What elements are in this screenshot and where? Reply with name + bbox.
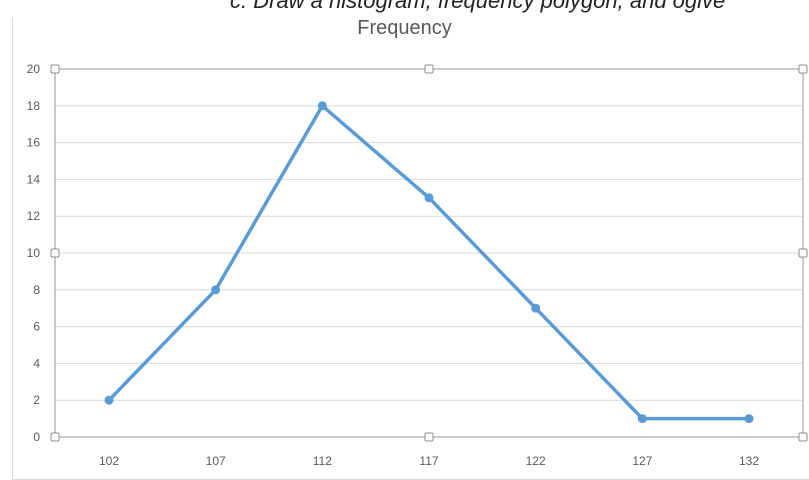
data-point (424, 193, 434, 203)
y-tick-label: 16 (27, 136, 41, 150)
y-tick-label: 2 (33, 393, 40, 407)
x-tick-label: 132 (739, 454, 759, 468)
data-point (104, 395, 114, 405)
y-tick-label: 20 (27, 62, 41, 76)
y-tick-label: 18 (27, 99, 41, 113)
data-point (317, 101, 327, 111)
x-tick-label: 122 (526, 454, 546, 468)
y-tick-label: 4 (33, 356, 40, 370)
y-axis-tick-labels: 0 2 4 6 8 10 12 14 16 18 20 (27, 62, 41, 444)
y-tick-label: 6 (33, 320, 40, 334)
x-tick-label: 102 (99, 454, 119, 468)
x-tick-label: 127 (632, 454, 652, 468)
x-tick-label: 117 (419, 454, 438, 468)
data-point (531, 303, 541, 313)
data-point (637, 414, 647, 424)
resize-handle[interactable] (50, 64, 60, 74)
x-tick-label: 107 (206, 454, 226, 468)
chart-frame-left-edge (12, 18, 13, 480)
resize-handle[interactable] (798, 64, 808, 74)
data-point (744, 414, 754, 424)
resize-handle[interactable] (424, 64, 434, 74)
x-axis-tick-labels: 102 107 112 117 122 127 132 (99, 454, 759, 468)
x-tick-label: 112 (313, 454, 332, 468)
plot-area-selection-handles[interactable] (50, 64, 808, 442)
resize-handle[interactable] (798, 248, 808, 258)
resize-handle[interactable] (50, 432, 60, 442)
series-line (107, 104, 751, 421)
y-tick-label: 0 (33, 430, 40, 444)
data-point (211, 285, 221, 295)
resize-handle[interactable] (798, 432, 808, 442)
y-tick-label: 8 (33, 283, 40, 297)
chart-caption: c. Draw a histogram, frequency polygon, … (230, 0, 726, 13)
resize-handle[interactable] (424, 432, 434, 442)
grid-lines (55, 68, 803, 438)
y-tick-label: 14 (27, 172, 41, 186)
resize-handle[interactable] (50, 248, 60, 258)
chart-title: Frequency (357, 17, 452, 39)
y-tick-label: 12 (27, 209, 41, 223)
y-tick-label: 10 (27, 246, 41, 260)
series-frequency (104, 101, 754, 424)
